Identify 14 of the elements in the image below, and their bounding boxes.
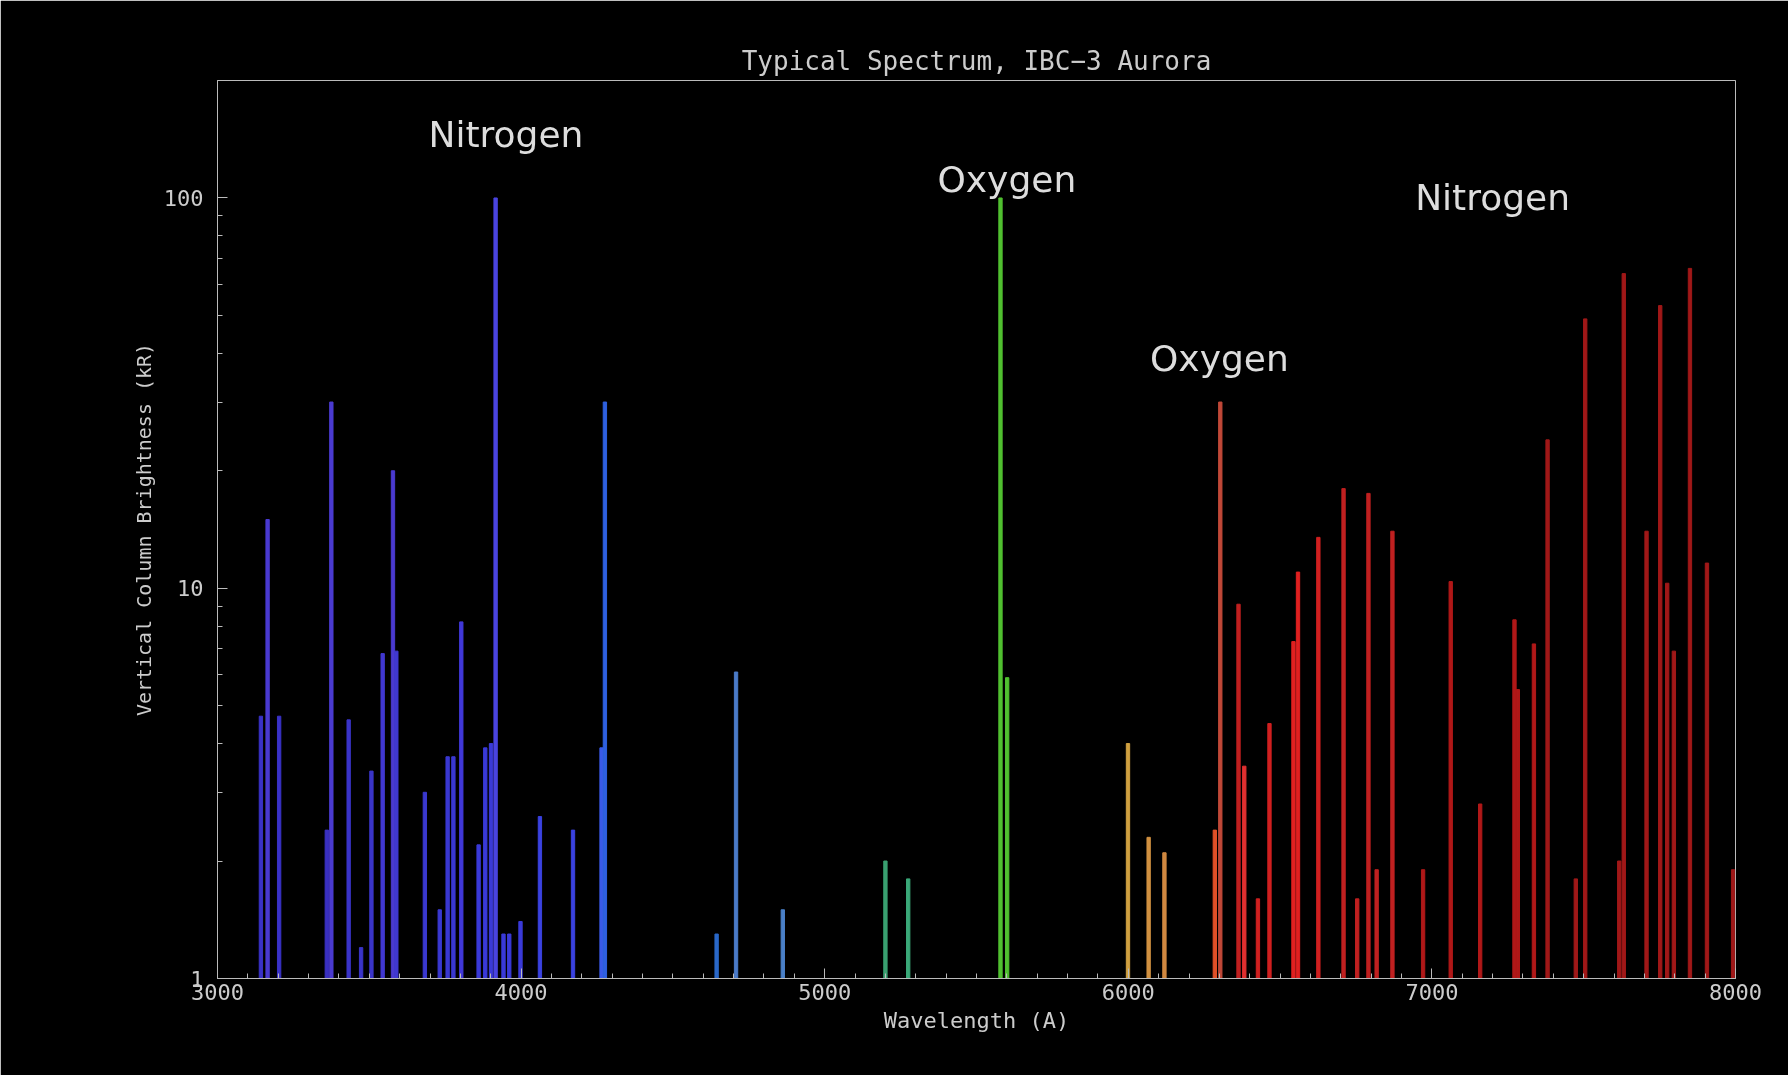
annotation: Oxygen (937, 158, 1077, 200)
y-axis-title: Vertical Column Brightness (kR) (131, 342, 156, 717)
y-tick-label: 10 (177, 576, 204, 602)
chart-title: Typical Spectrum, IBC−3 Aurora (741, 45, 1212, 76)
x-tick-label: 6000 (1101, 979, 1155, 1005)
annotation: Nitrogen (1415, 176, 1571, 218)
x-tick-label: 7000 (1405, 979, 1459, 1005)
x-tick-label: 4000 (494, 979, 548, 1005)
annotation: Oxygen (1150, 338, 1289, 380)
x-tick-label: 5000 (798, 979, 852, 1005)
x-axis-title: Wavelength (A) (883, 1007, 1070, 1033)
annotation: Nitrogen (428, 113, 584, 155)
x-tick-label: 8000 (1709, 979, 1762, 1005)
y-tick-label: 100 (163, 185, 204, 211)
